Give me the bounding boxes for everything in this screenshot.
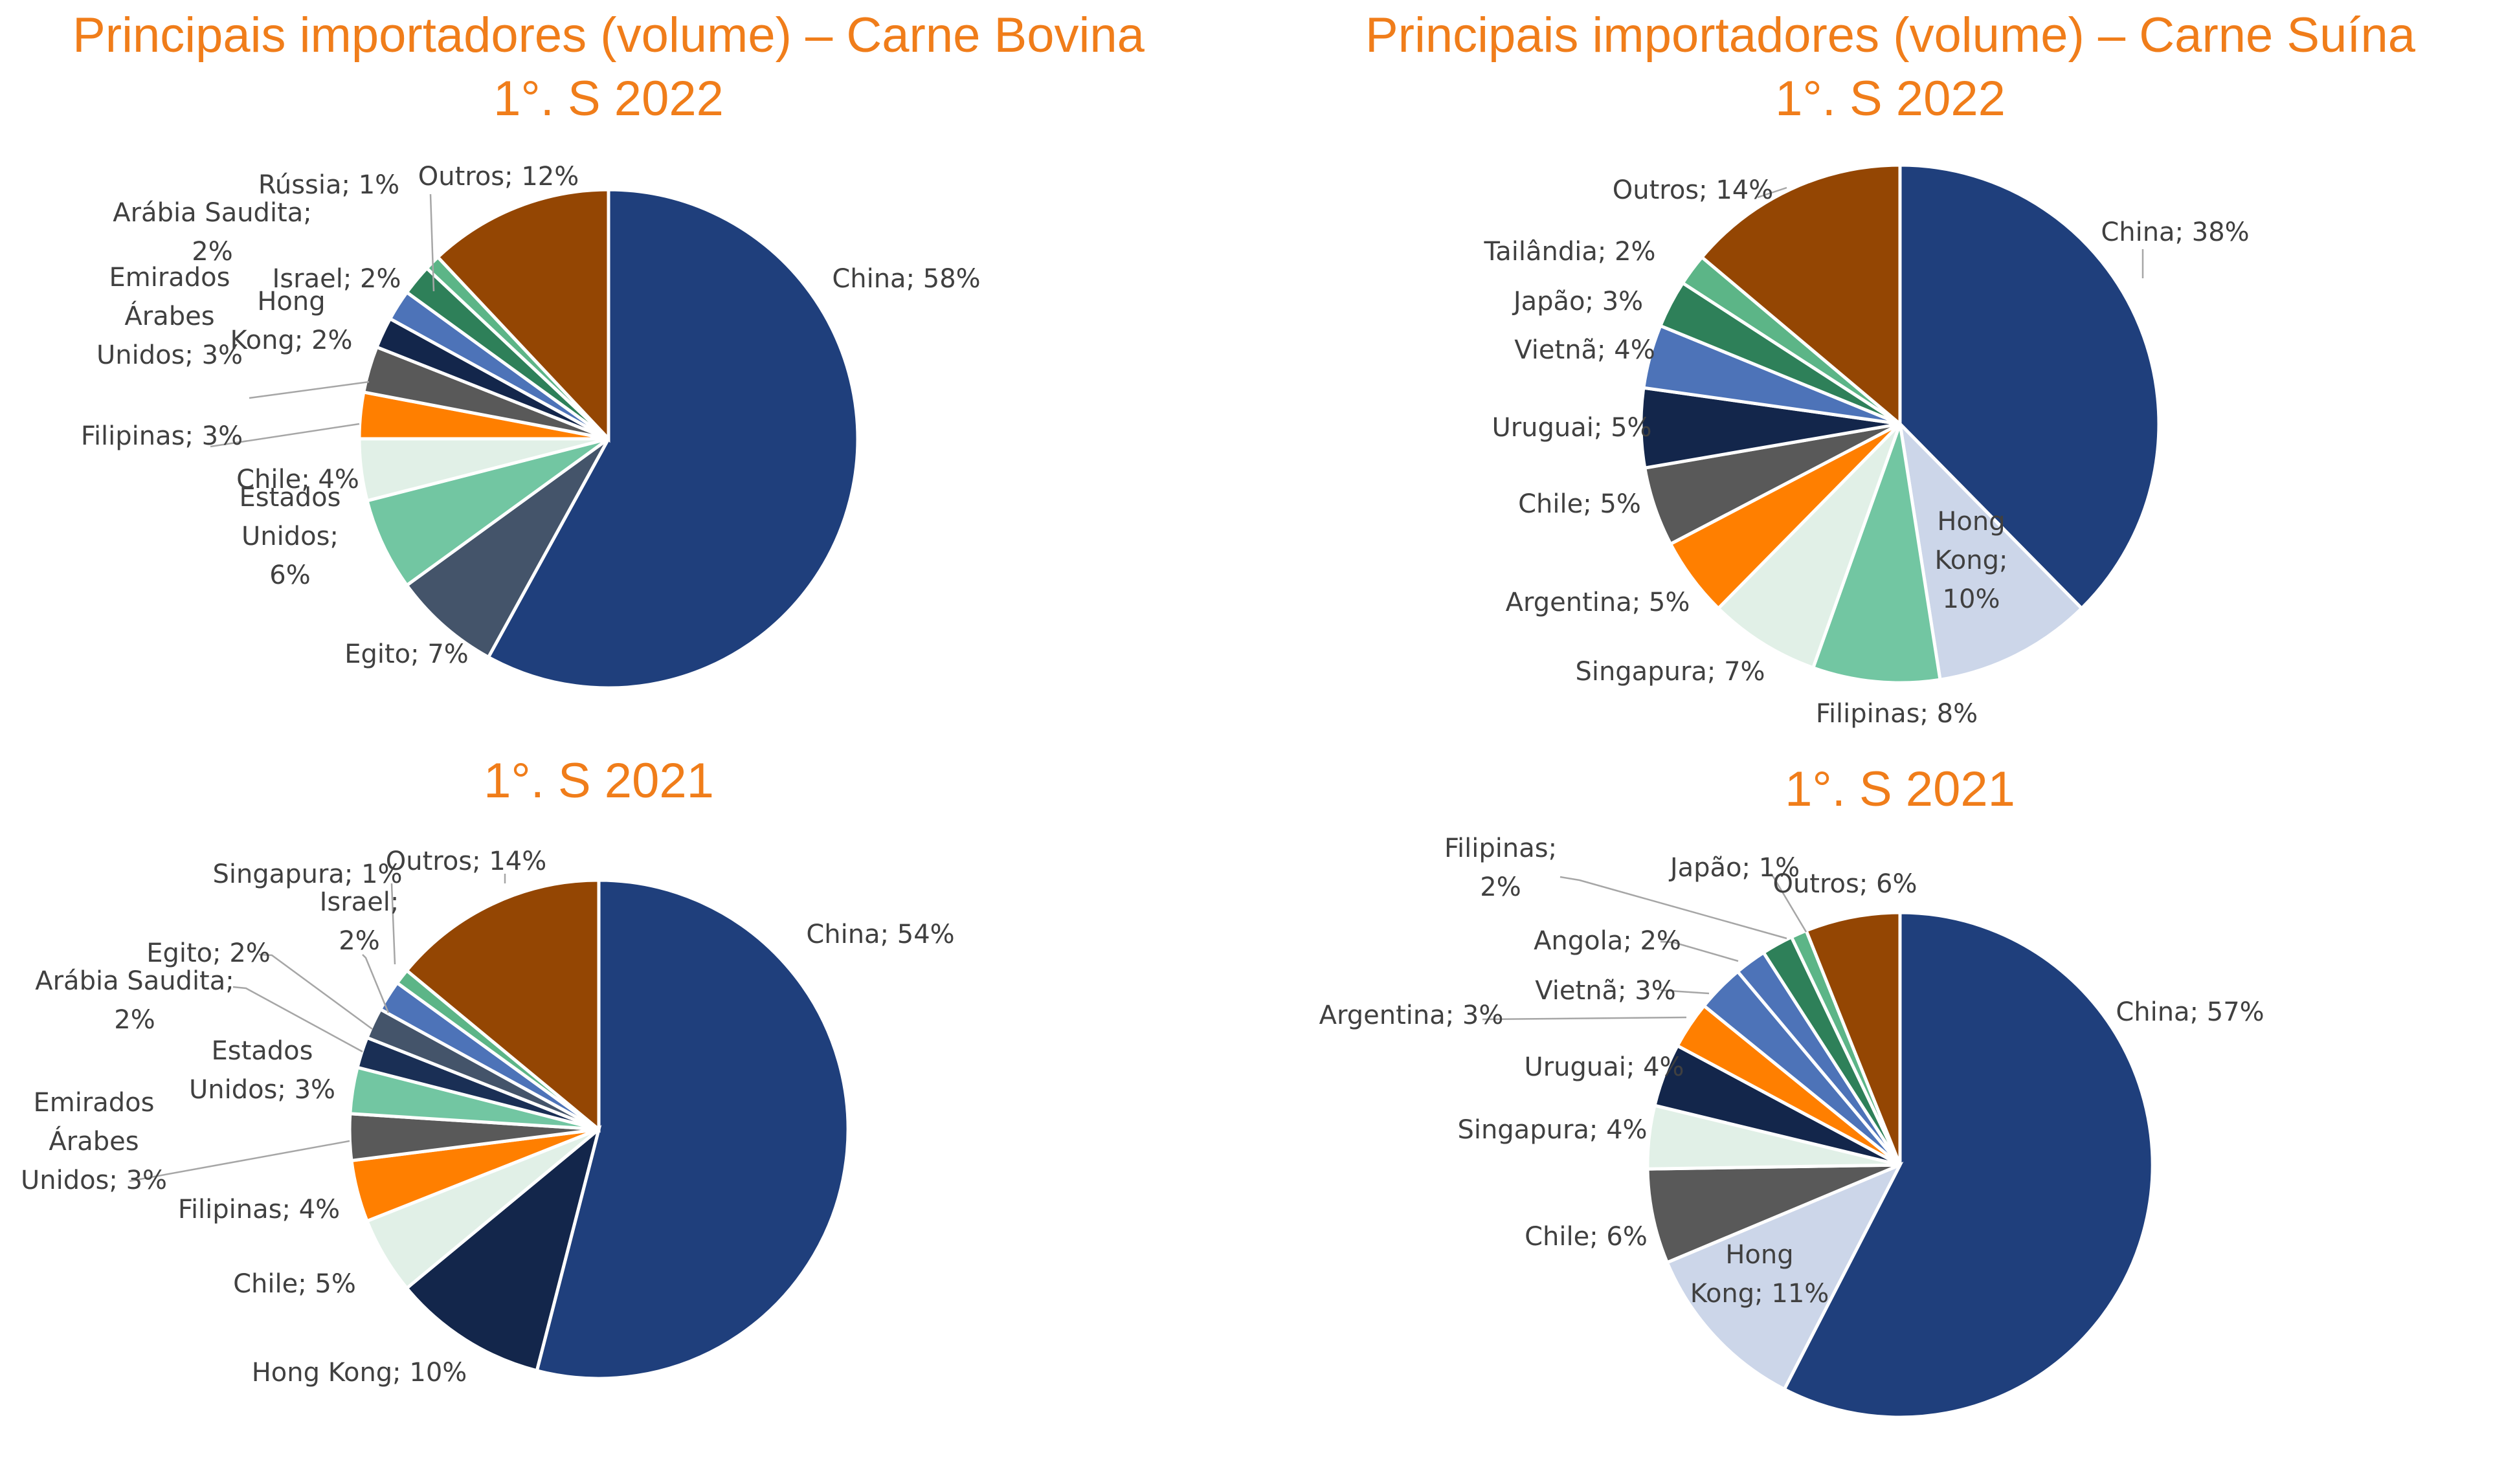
data-label-tail-ndia-2: Tailândia; 2% — [1483, 237, 1655, 267]
pie-slice-outros-12 — [435, 188, 610, 443]
data-label-hong-kong-2: Hong Kong; 2% — [230, 287, 352, 355]
leader-line — [210, 423, 360, 448]
chart-title: 1°. S 2022 — [1775, 71, 2006, 126]
leader-line — [249, 381, 370, 399]
pie-slice-outros-14 — [1699, 163, 1902, 428]
chart-title: 1°. S 2021 — [484, 753, 714, 808]
pie-slice-estados-unidos-6 — [365, 437, 610, 588]
pie-slice-china-58 — [486, 188, 860, 690]
data-label-outros-14: Outros; 14% — [386, 847, 547, 876]
data-label-china-58: China; 58% — [832, 264, 980, 294]
data-label-uruguai-4: Uruguai; 4% — [1524, 1052, 1684, 1082]
data-label-chile-5: Chile; 5% — [233, 1269, 356, 1299]
data-label-estados-unidos-3: Estados Unidos; 3% — [189, 1036, 335, 1105]
data-label-hong-kong-10: Hong Kong; 10% — [1935, 507, 2008, 614]
pie-slice-singapura-7 — [1716, 423, 1902, 670]
data-label-outros-12: Outros; 12% — [418, 162, 579, 192]
data-label-singapura-1: Singapura; 1% — [212, 859, 402, 889]
leader-line — [1482, 1016, 1687, 1021]
chart-title: 1°. S 2021 — [1785, 762, 2015, 817]
leader-line — [1559, 876, 1787, 940]
data-label-jap-o-3: Japão; 3% — [1512, 287, 1643, 316]
data-label-argentina-5: Argentina; 5% — [1506, 588, 1690, 617]
data-label-china-57: China; 57% — [2116, 997, 2264, 1027]
data-label-emirados-rabes-unidos-3: Emirados Árabes Unidos; 3% — [21, 1088, 167, 1195]
leader-line — [1660, 940, 1739, 962]
data-label-estados-unidos-6: Estados Unidos; 6% — [239, 483, 341, 590]
data-label-china-54: China; 54% — [806, 920, 954, 949]
data-label-outros-6: Outros; 6% — [1772, 869, 1917, 899]
leader-line — [1757, 186, 1787, 199]
data-label-egito-2: Egito; 2% — [146, 938, 271, 968]
pie-slice-outros-14 — [404, 878, 601, 1133]
pie-slice-hong-kong-11 — [1665, 1162, 1904, 1391]
pie-slice-hong-kong-10 — [1897, 419, 2085, 682]
leader-line — [429, 194, 435, 292]
pie-slice-egito-7 — [405, 437, 610, 659]
leader-line — [1770, 873, 1807, 933]
data-label-ar-bia-saudita-2: Arábia Saudita; 2% — [113, 198, 311, 267]
pie-slice-filipinas-8 — [1811, 423, 1942, 685]
pie-slice-china-38 — [1898, 163, 2161, 611]
data-label-hong-kong-10: Hong Kong; 10% — [252, 1358, 467, 1388]
leader-line — [1660, 989, 1710, 995]
data-label-chile-5: Chile; 5% — [1518, 489, 1641, 519]
pie-slice-outros-6 — [1804, 911, 1902, 1166]
data-label-israel-2: Israel; 2% — [320, 887, 399, 956]
leader-line — [129, 1140, 350, 1182]
data-label-jap-o-1: Japão; 1% — [1668, 853, 1800, 883]
chart-title: 1°. S 2022 — [493, 71, 724, 126]
data-label-vietn-3: Vietnã; 3% — [1535, 976, 1675, 1006]
pie-chart-3: 1°. S 2021 China; 54% Hong Kong; 10% Chile;… — [21, 753, 955, 1388]
chart-title: Principais importadores (volume) – Carne… — [1365, 8, 2416, 63]
data-label-china-38: China; 38% — [2101, 217, 2249, 247]
data-label-outros-14: Outros; 14% — [1613, 175, 1774, 205]
data-label-r-ssia-1: Rússia; 1% — [258, 170, 399, 200]
data-label-singapura-4: Singapura; 4% — [1457, 1115, 1647, 1145]
data-label-egito-7: Egito; 7% — [344, 639, 469, 669]
data-label-ar-bia-saudita-2: Arábia Saudita; 2% — [35, 966, 234, 1035]
data-label-israel-2: Israel; 2% — [273, 264, 401, 294]
chart-title: Principais importadores (volume) – Carne… — [73, 8, 1145, 63]
data-label-hong-kong-11: Hong Kong; 11% — [1690, 1240, 1829, 1309]
data-label-argentina-3: Argentina; 3% — [1319, 1001, 1504, 1030]
leader-line — [258, 953, 373, 1030]
data-label-filipinas-4: Filipinas; 4% — [178, 1195, 340, 1224]
data-label-filipinas-2: Filipinas; 2% — [1444, 834, 1557, 902]
data-label-singapura-7: Singapura; 7% — [1575, 657, 1765, 687]
data-label-emirados-rabes-unidos-3: Emirados Árabes Unidos; 3% — [96, 263, 243, 370]
pie-chart-4: 1°. S 2021 China; 57% Hong Kong; 11% Chile; … — [1319, 762, 2264, 1419]
data-label-chile-6: Chile; 6% — [1525, 1222, 1648, 1252]
pie-slice-china-54 — [535, 878, 850, 1380]
pie-chart-1: Principais importadores (volume) – Carne… — [73, 8, 1145, 690]
data-label-angola-2: Angola; 2% — [1534, 926, 1681, 956]
data-label-vietn-4: Vietnã; 4% — [1514, 335, 1655, 365]
leader-line — [390, 883, 396, 965]
data-label-filipinas-8: Filipinas; 8% — [1816, 699, 1978, 729]
pie-slice-hong-kong-10 — [404, 1125, 602, 1373]
data-label-uruguai-5: Uruguai; 5% — [1492, 413, 1651, 443]
leader-line — [232, 986, 363, 1053]
data-label-filipinas-3: Filipinas; 3% — [81, 421, 243, 451]
leader-line — [362, 954, 390, 1013]
pie-slice-chile-6 — [1646, 1163, 1901, 1265]
pie-chart-2: Principais importadores (volume) – Carne… — [1365, 8, 2416, 729]
data-label-chile-4: Chile; 4% — [236, 465, 359, 494]
pie-slice-china-57 — [1782, 911, 2154, 1419]
